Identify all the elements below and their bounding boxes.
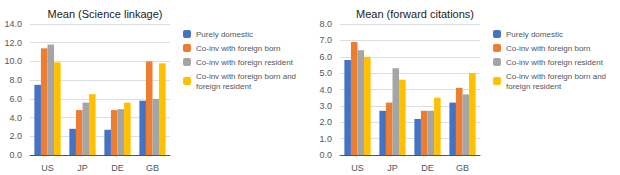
- svg-text:Purely domestic: Purely domestic: [506, 30, 563, 39]
- svg-text:2.0: 2.0: [319, 117, 332, 127]
- svg-text:10.0: 10.0: [4, 56, 22, 66]
- svg-text:US: US: [351, 163, 364, 173]
- svg-text:Co-inv with foreign resident: Co-inv with foreign resident: [506, 58, 604, 67]
- svg-text:4.0: 4.0: [319, 85, 332, 95]
- svg-text:4.0: 4.0: [9, 113, 22, 123]
- svg-text:DE: DE: [421, 163, 434, 173]
- svg-text:2.0: 2.0: [9, 131, 22, 141]
- svg-text:Co-inv with foreign resident: Co-inv with foreign resident: [196, 58, 294, 67]
- svg-text:3.0: 3.0: [319, 101, 332, 111]
- svg-text:Co-inv with foreign born: Co-inv with foreign born: [506, 44, 590, 53]
- svg-text:JP: JP: [77, 163, 88, 173]
- svg-text:Co-inv with foreign born and: Co-inv with foreign born and: [196, 72, 296, 81]
- svg-text:7.0: 7.0: [319, 35, 332, 45]
- svg-text:foreign resident: foreign resident: [196, 82, 252, 91]
- svg-text:8.0: 8.0: [319, 19, 332, 29]
- svg-text:6.0: 6.0: [9, 94, 22, 104]
- svg-text:0.0: 0.0: [319, 150, 332, 160]
- svg-text:DE: DE: [111, 163, 124, 173]
- svg-text:6.0: 6.0: [319, 52, 332, 62]
- svg-text:GB: GB: [456, 163, 469, 173]
- svg-text:JP: JP: [387, 163, 398, 173]
- svg-text:8.0: 8.0: [9, 75, 22, 85]
- svg-text:GB: GB: [146, 163, 159, 173]
- svg-text:Mean (Science linkage): Mean (Science linkage): [48, 8, 163, 20]
- svg-text:1.0: 1.0: [319, 134, 332, 144]
- svg-text:Co-inv with foreign born: Co-inv with foreign born: [196, 44, 280, 53]
- svg-text:Co-inv with foreign born and: Co-inv with foreign born and: [506, 72, 606, 81]
- svg-text:12.0: 12.0: [4, 38, 22, 48]
- svg-text:Mean (forward citations): Mean (forward citations): [356, 8, 474, 20]
- svg-text:14.0: 14.0: [4, 19, 22, 29]
- svg-text:0.0: 0.0: [9, 150, 22, 160]
- svg-text:5.0: 5.0: [319, 68, 332, 78]
- svg-text:foreign resident: foreign resident: [506, 82, 562, 91]
- svg-text:Purely domestic: Purely domestic: [196, 30, 253, 39]
- svg-text:US: US: [41, 163, 54, 173]
